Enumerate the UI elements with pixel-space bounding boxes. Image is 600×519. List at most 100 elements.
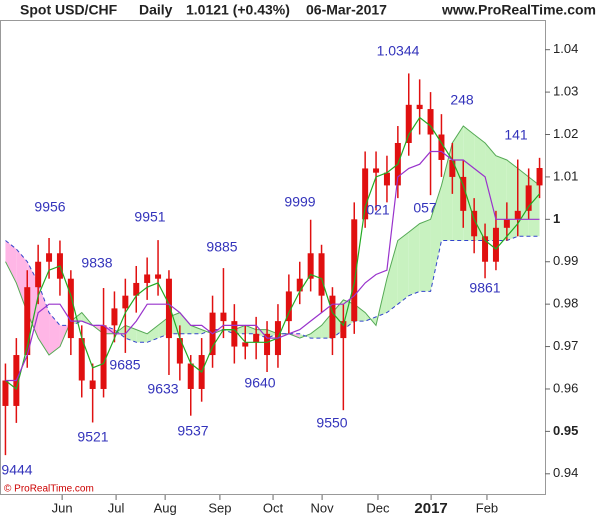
annotation: 9521 (77, 429, 108, 445)
cloud-segment (190, 325, 202, 334)
annotation: 9861 (469, 280, 500, 296)
indicator-line (5, 150, 540, 382)
candle-body (351, 219, 358, 322)
y-tick-label: 1.04 (553, 41, 578, 56)
candle-body (35, 261, 42, 288)
annotation: 9951 (134, 209, 165, 225)
candle-body (111, 308, 118, 326)
indicator-line (5, 116, 540, 391)
annotation: 9838 (81, 255, 112, 271)
annotation: 9633 (147, 381, 178, 397)
candle-body (2, 380, 9, 406)
candle-body (329, 295, 336, 339)
candle-body (514, 210, 521, 220)
cloud-segment (49, 312, 60, 356)
candle-body (383, 172, 390, 186)
x-tick-label: Feb (476, 500, 498, 515)
annotation: 9550 (316, 415, 347, 431)
candle-body (187, 363, 194, 389)
candle-body (231, 321, 238, 347)
span-b-line (5, 235, 540, 343)
cloud-segment (452, 126, 464, 241)
candle-body (307, 253, 314, 279)
candle-body (155, 274, 162, 279)
candle-body (482, 236, 489, 262)
period: Daily (139, 2, 173, 18)
annotation: 9999 (284, 194, 315, 210)
y-tick-label: 0.96 (553, 380, 578, 395)
candle-body (242, 342, 249, 347)
cloud-segment (5, 240, 17, 283)
cloud-segment (125, 325, 137, 343)
candle-body (220, 312, 227, 322)
y-tick-label: 1 (553, 211, 560, 226)
candle-body (165, 278, 172, 339)
annotation: 141 (504, 127, 528, 143)
annotation: 9640 (244, 375, 275, 391)
candle-body (285, 291, 292, 322)
x-tick-label: 2017 (414, 500, 447, 517)
cloud-segment (419, 219, 431, 292)
y-tick-label: 0.98 (553, 296, 578, 311)
annotation: 9956 (34, 199, 65, 215)
cloud-segment (310, 325, 322, 339)
candle-body (253, 333, 260, 343)
plot-frame (0, 20, 546, 495)
cloud-segment (506, 159, 518, 241)
candle-body (24, 287, 31, 356)
candle-body (78, 338, 85, 381)
candle-body (122, 295, 129, 309)
y-tick-label: 0.97 (553, 338, 578, 353)
annotation: 9444 (1, 462, 32, 478)
candle-body (362, 168, 369, 220)
x-tick-label: Jun (52, 500, 73, 515)
candle-body (296, 278, 303, 292)
x-tick-label: Jul (108, 500, 125, 515)
x-tick-label: Oct (263, 500, 284, 515)
cloud-segment (245, 325, 257, 334)
x-tick-label: Nov (311, 500, 335, 515)
annotation: 1.0344 (377, 43, 420, 59)
y-tick-label: 0.99 (553, 253, 578, 268)
copyright: © ProRealTime.com (4, 484, 94, 495)
annotation: 9885 (206, 239, 237, 255)
candle-body (536, 168, 543, 186)
cloud-segment (114, 325, 126, 339)
cloud-segment (397, 232, 409, 305)
annotation: 057 (413, 200, 437, 216)
candle-body (318, 253, 325, 296)
candle-body (89, 380, 96, 389)
last-price: 1.0121 (+0.43%) (186, 2, 290, 18)
cloud-segment (386, 240, 398, 313)
candle-body (264, 333, 271, 356)
candle-body (460, 176, 467, 211)
candle-body (471, 210, 478, 237)
candle-body (427, 109, 434, 135)
span-a-line (5, 125, 540, 356)
annotation: 021 (366, 202, 390, 218)
candle-body (503, 219, 510, 228)
x-tick-label: Sep (208, 500, 231, 515)
y-tick-label: 0.95 (553, 423, 578, 438)
candle-body (340, 321, 347, 339)
candle-body (67, 278, 74, 339)
annotation: 248 (450, 92, 474, 108)
candle-body (46, 253, 53, 262)
cloud-segment (408, 223, 420, 296)
candle-body (438, 134, 445, 160)
candle-body (405, 104, 412, 143)
annotation: 9685 (109, 357, 140, 373)
cloud-segment (179, 312, 191, 334)
candle-body (492, 227, 499, 262)
candle-body (176, 338, 183, 364)
y-tick-label: 0.94 (553, 465, 578, 480)
symbol: Spot USD/CHF (20, 2, 118, 18)
candle-body (525, 185, 532, 211)
y-tick-label: 1.02 (553, 126, 578, 141)
candle-body (100, 325, 107, 389)
cloud-segment (147, 325, 159, 343)
cloud-segment (485, 142, 496, 241)
candle-body (416, 104, 423, 110)
